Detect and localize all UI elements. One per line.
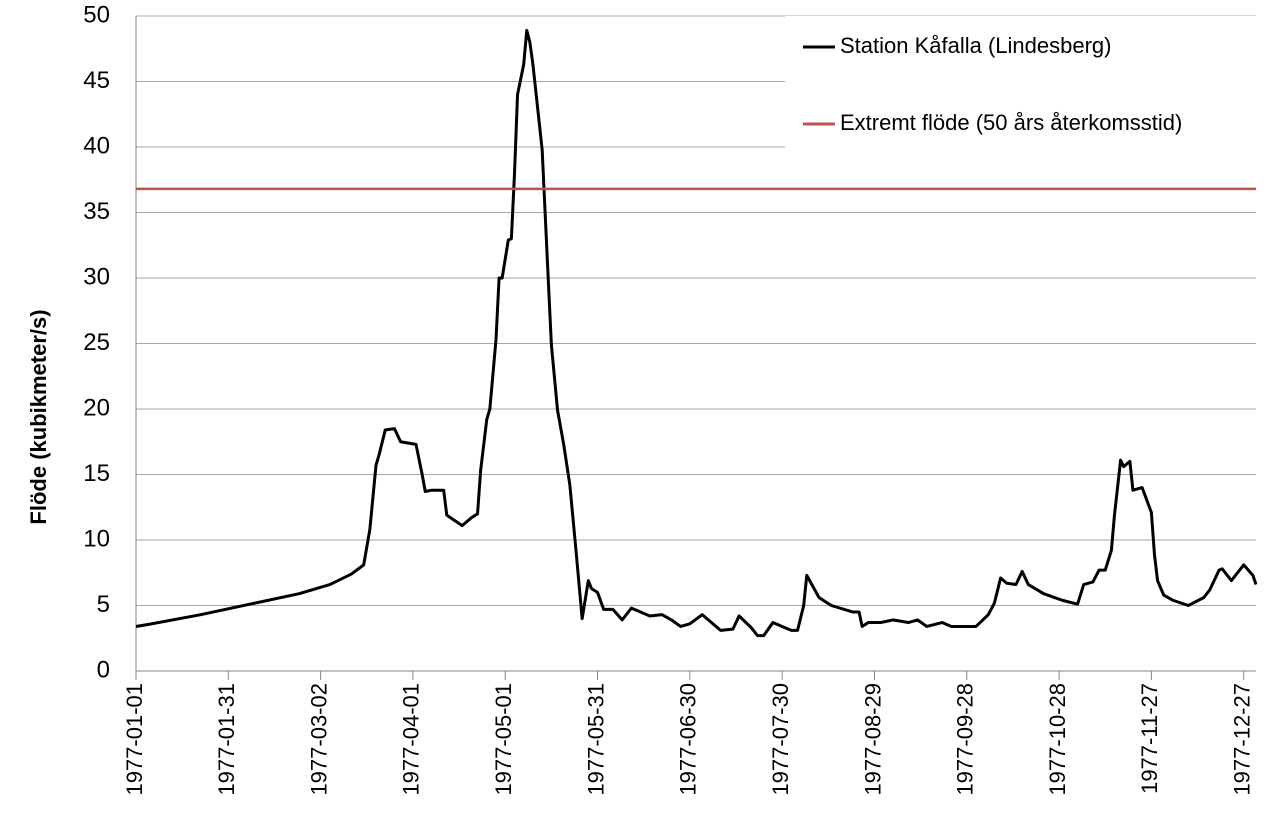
x-tick-label: 1977-05-01 [491, 683, 516, 796]
y-tick-label: 35 [83, 198, 110, 225]
y-tick-label: 10 [83, 525, 110, 552]
y-tick-label: 40 [83, 132, 110, 159]
y-tick-label: 20 [83, 394, 110, 421]
y-tick-label: 25 [83, 329, 110, 356]
x-tick-label: 1977-01-01 [122, 683, 147, 796]
x-tick-label: 1977-10-28 [1045, 683, 1070, 796]
y-tick-label: 50 [83, 1, 110, 28]
x-tick-label: 1977-03-02 [306, 683, 331, 796]
x-tick-label: 1977-11-27 [1137, 683, 1162, 794]
x-tick-label: 1977-12-27 [1230, 683, 1255, 796]
y-tick-label: 5 [97, 591, 110, 618]
y-axis-label: Flöde (kubikmeter/s) [26, 309, 51, 524]
y-tick-label: 30 [83, 263, 110, 290]
y-tick-label: 0 [97, 656, 110, 683]
x-tick-label: 1977-08-29 [860, 683, 885, 796]
legend-label: Station Kåfalla (Lindesberg) [840, 33, 1112, 58]
y-tick-label: 15 [83, 460, 110, 487]
x-tick-label: 1977-05-31 [583, 683, 608, 796]
x-tick-label: 1977-07-30 [768, 683, 793, 796]
legend-box [785, 16, 1258, 151]
x-tick-label: 1977-09-28 [953, 683, 978, 796]
y-tick-label: 45 [83, 67, 110, 94]
x-tick-label: 1977-01-31 [214, 683, 239, 796]
data-line [135, 28, 1258, 638]
x-tick-label: 1977-06-30 [676, 683, 701, 796]
legend-label: Extremt flöde (50 års återkomsstid) [840, 110, 1182, 135]
x-tick-label: 1977-04-01 [399, 683, 424, 796]
